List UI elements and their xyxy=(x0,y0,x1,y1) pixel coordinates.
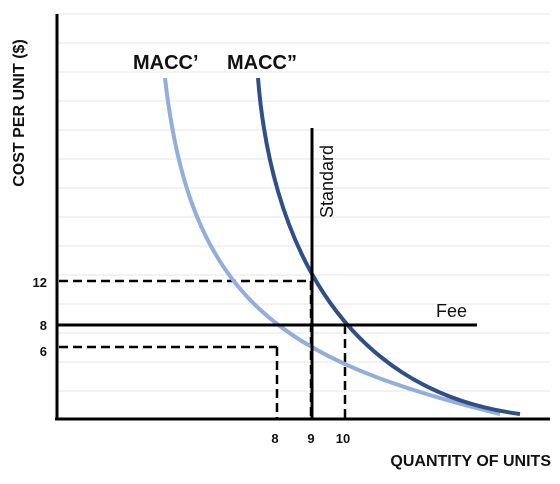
standard-label: Standard xyxy=(317,145,337,218)
axes xyxy=(55,14,550,421)
x-tick-label: 10 xyxy=(336,431,350,446)
series-label-macc-prime: MACC’ xyxy=(133,52,199,74)
y-tick-label: 12 xyxy=(33,275,47,290)
x-tick-label: 8 xyxy=(271,431,278,446)
series-label-macc-double-prime: MACC” xyxy=(227,52,297,74)
series-curve-macc-prime xyxy=(163,77,501,416)
y-tick-label: 6 xyxy=(40,344,47,359)
x-tick-label: 9 xyxy=(307,431,314,446)
fee-label: Fee xyxy=(436,301,467,321)
guide-lines xyxy=(59,279,347,418)
y-axis-title: COST PER UNIT ($) xyxy=(11,39,28,187)
x-axis-title: QUANTITY OF UNITS xyxy=(390,453,551,470)
grid-lines xyxy=(57,13,550,392)
series-curve-macc-double-prime xyxy=(256,77,521,416)
y-tick-label: 8 xyxy=(40,318,47,333)
